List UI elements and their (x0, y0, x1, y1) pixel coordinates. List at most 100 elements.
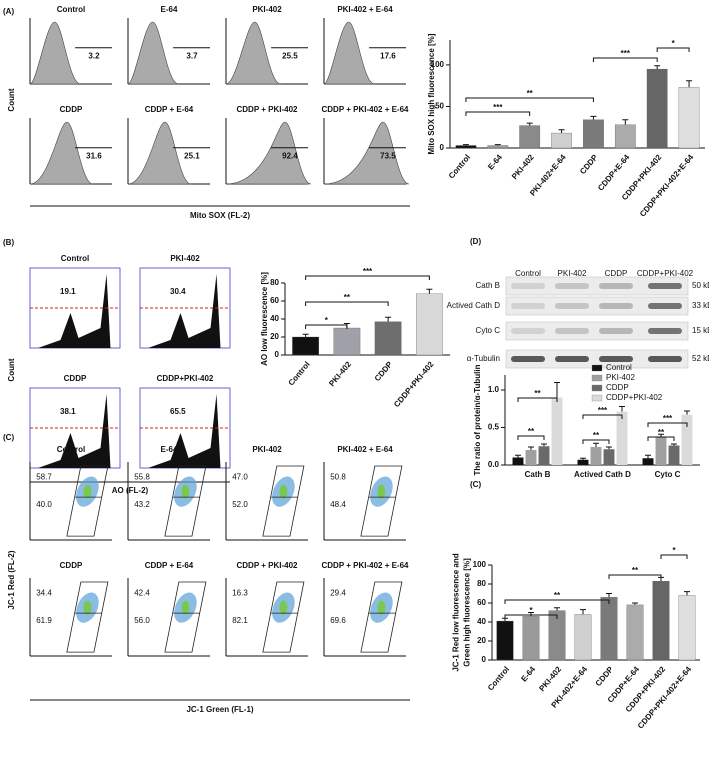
error-bar (526, 122, 533, 126)
error-bar (554, 607, 560, 611)
significance-label: ** (534, 389, 541, 398)
bar (626, 604, 644, 661)
y-tick-label: 100 (431, 60, 445, 69)
significance-label: *** (363, 267, 373, 276)
x-tick-label: CDDP+PKI-402+E-64 (638, 152, 696, 218)
panel-label: (C) (470, 480, 481, 489)
significance-label: ** (554, 591, 561, 600)
significance-label: *** (663, 414, 673, 423)
bar (646, 68, 668, 149)
gate (360, 465, 403, 537)
gate-value: 34.4 (36, 589, 52, 598)
flow-title: E-64 (161, 5, 178, 14)
significance-bracket (582, 414, 623, 419)
blot-band (648, 283, 682, 289)
blot-column: PKI-402 (558, 269, 587, 278)
flow-title: PKI-402 (252, 5, 282, 14)
bar (551, 132, 572, 149)
significance-bracket (305, 301, 389, 306)
y-tick-label: 80 (270, 278, 279, 287)
bar (590, 447, 602, 465)
significance-label: ** (593, 431, 600, 440)
significance-label: ** (527, 89, 534, 98)
y-tick-label: 20 (270, 332, 279, 341)
bar (512, 457, 524, 465)
blot-band (511, 303, 545, 309)
y-tick-label: 80 (477, 579, 486, 588)
histogram (29, 121, 94, 185)
histogram (323, 121, 410, 185)
bar (487, 145, 509, 149)
error-bar (302, 333, 309, 337)
flow-title: E-64 (161, 445, 178, 454)
panel-label: (D) (470, 237, 481, 246)
gate-value: 38.1 (60, 407, 76, 416)
histogram (38, 394, 111, 468)
gate-value: 25.5 (282, 51, 298, 60)
gate-value: 73.5 (380, 151, 396, 160)
flow-title: CDDP + PKI-402 (237, 561, 299, 570)
y-tick-label: 60 (270, 296, 279, 305)
significance-label: ** (528, 427, 535, 436)
panel-label: (B) (3, 238, 14, 247)
y-tick-label: 0.5 (488, 423, 500, 432)
bar (522, 616, 540, 661)
x-tick-label: Control (447, 153, 472, 181)
bar (681, 414, 693, 465)
bar (416, 293, 443, 356)
x-tick-label: E-64 (519, 664, 537, 683)
gate-value: 31.6 (86, 151, 102, 160)
histogram (225, 21, 281, 85)
gate-value: 92.4 (282, 151, 298, 160)
x-tick-label: CDDP (578, 152, 600, 176)
error-bar (515, 454, 521, 458)
panel-label: (A) (3, 7, 14, 16)
blot-label: α-Tubulin (467, 354, 500, 363)
y-tick-label: 40 (270, 314, 279, 323)
panel-label: (C) (3, 433, 14, 442)
bar (551, 397, 563, 465)
bar (548, 610, 566, 661)
gate-value: 48.4 (330, 500, 346, 509)
gate-value: 42.4 (134, 589, 150, 598)
blot-size: 50 kDa (692, 281, 709, 290)
legend-label: PKI-402 (606, 373, 635, 382)
flow-title: CDDP + E-64 (145, 105, 194, 114)
blot-strip (505, 276, 689, 296)
blot-band (555, 303, 589, 309)
x-tick-label: PKI-402 (537, 664, 563, 693)
cell-core (377, 600, 386, 615)
bar (616, 411, 628, 465)
blot-band (599, 328, 633, 334)
histogram (127, 121, 192, 185)
bar (668, 445, 680, 465)
bar (577, 459, 589, 465)
legend-label: CDDP+PKI-402 (606, 393, 663, 402)
gate (262, 581, 305, 653)
bar (678, 87, 700, 149)
gate-value: 65.5 (170, 407, 186, 416)
blot-band (555, 328, 589, 334)
cell-core (279, 484, 288, 499)
cell-core (279, 600, 288, 615)
blot-band (555, 356, 589, 362)
bar (678, 595, 696, 661)
significance-label: ** (344, 293, 351, 302)
axis-title: Mito SOX (FL-2) (190, 211, 250, 220)
blot-band (648, 303, 682, 309)
x-tick-label: Actived Cath D (574, 470, 631, 479)
legend-swatch (591, 374, 603, 382)
x-tick-label: CDDP+E-64 (596, 152, 632, 192)
y-tick-label: 20 (477, 636, 486, 645)
blot-band (555, 283, 589, 289)
x-tick-label: Cyto C (655, 470, 681, 479)
error-bar (528, 446, 534, 450)
legend-label: Control (606, 363, 632, 372)
y-axis-title: JC-1 Red low fluorescence and (452, 553, 461, 671)
histogram (29, 21, 81, 85)
bar (603, 449, 615, 465)
flow-title: CDDP (60, 561, 83, 570)
x-tick-label: CDDP (373, 359, 395, 383)
flow-title: CDDP (64, 374, 87, 383)
